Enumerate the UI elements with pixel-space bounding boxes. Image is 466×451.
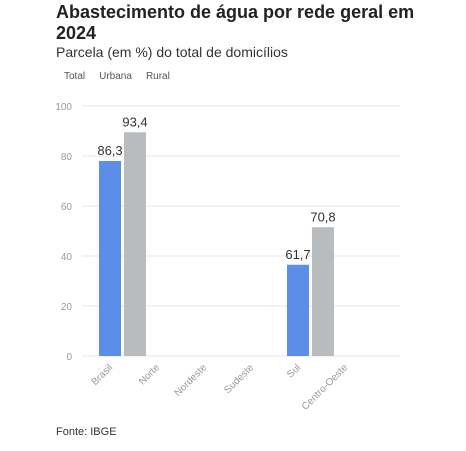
y-tick-label: 0 (66, 352, 72, 363)
x-tick-label: Norte (137, 362, 162, 387)
bar-urbana-brasil (124, 132, 146, 356)
bar-total-brasil (99, 161, 121, 356)
legend-item-urbana[interactable]: Urbana (99, 71, 132, 82)
legend-item-total[interactable]: Total (64, 71, 86, 82)
x-tick-label: Sul (285, 362, 303, 380)
legend: Total Urbana Rural (64, 71, 170, 82)
data-label: 93,4 (122, 114, 147, 129)
legend-item-rural[interactable]: Rural (145, 71, 170, 82)
source-note: Fonte: IBGE (56, 426, 117, 438)
y-tick-label: 80 (61, 152, 73, 163)
x-tick-label: Brasil (90, 362, 115, 387)
bar-total-nordeste (287, 264, 309, 356)
x-tick-label: Centro-Oeste (300, 362, 351, 413)
y-tick-label: 40 (61, 252, 73, 263)
y-tick-label: 100 (55, 102, 72, 113)
chart-title: Abastecimento de água por rede geral em … (56, 2, 415, 43)
data-label: 70,8 (310, 209, 335, 224)
x-tick-label: Sudeste (222, 362, 256, 396)
y-tick-label: 20 (61, 302, 73, 313)
y-tick-label: 60 (61, 202, 73, 213)
chart-subtitle: Parcela (em %) do total de domicílios (56, 44, 288, 60)
data-label: 61,7 (285, 247, 310, 262)
bar-urbana-nordeste (312, 227, 334, 356)
data-label: 86,3 (97, 143, 122, 158)
x-tick-label: Nordeste (173, 362, 210, 399)
